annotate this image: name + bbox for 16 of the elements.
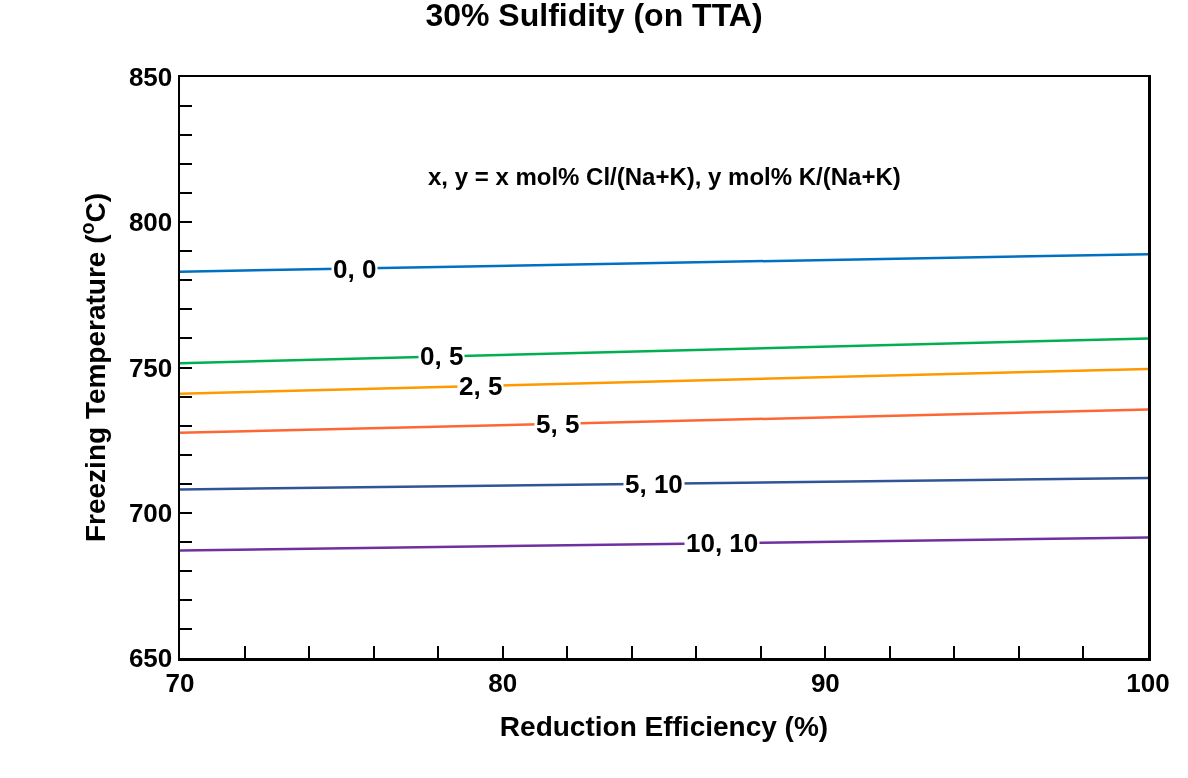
series-label: 0, 5 (420, 341, 464, 371)
y-tick-label: 850 (128, 62, 173, 93)
x-tick-label: 100 (1126, 667, 1170, 698)
series-label: 2, 5 (459, 371, 503, 401)
series-label: 10, 10 (686, 528, 759, 558)
series-label: 5, 10 (625, 469, 683, 499)
chart-title: 30% Sulfidity (on TTA) (425, 0, 763, 34)
y-tick-label: 800 (128, 207, 173, 238)
series-label: 0, 0 (333, 254, 377, 284)
series-label: 5, 5 (536, 409, 580, 439)
x-tick-label: 80 (488, 667, 518, 698)
y-tick-label: 750 (128, 352, 173, 383)
x-tick-label: 90 (810, 667, 840, 698)
y-tick-label: 700 (128, 497, 173, 528)
x-axis-title: Reduction Efficiency (%) (499, 711, 829, 743)
annotation: x, y = x mol% Cl/(Na+K), y mol% K/(Na+K) (428, 163, 901, 190)
